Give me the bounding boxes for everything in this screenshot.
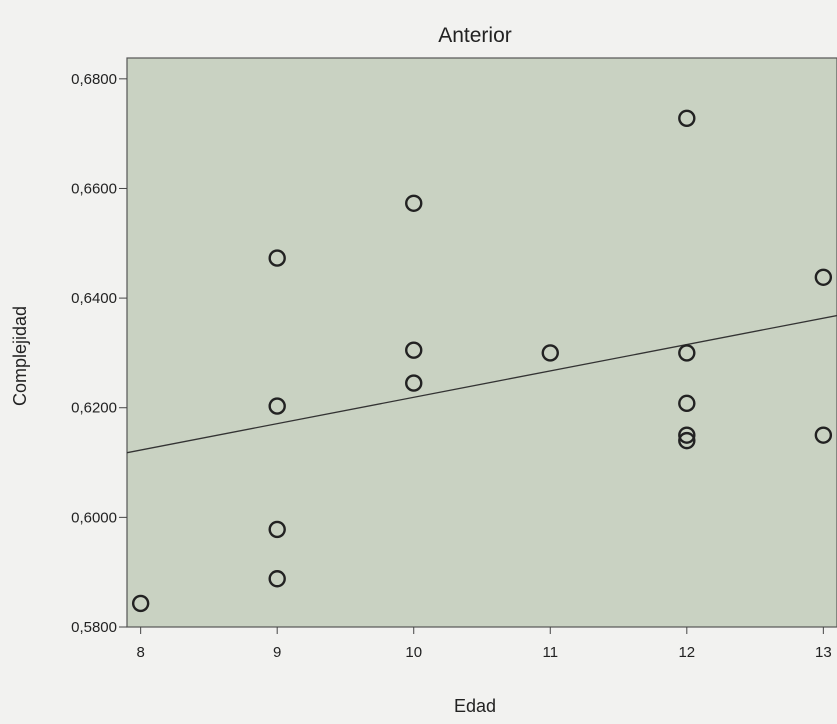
data-point [678, 426, 696, 444]
x-tick-label: 12 [678, 644, 695, 661]
data-point [405, 374, 423, 392]
data-point [405, 341, 423, 359]
x-tick-label: 13 [815, 644, 832, 661]
data-point [268, 397, 286, 415]
data-point [268, 520, 286, 539]
data-point [541, 344, 559, 362]
data-point [268, 249, 286, 267]
data-point [268, 570, 286, 588]
data-point [678, 344, 696, 362]
data-point [814, 426, 833, 444]
y-tick-label: 0,6200 [71, 400, 117, 417]
data-point [405, 194, 423, 212]
x-axis-label: Edad [454, 696, 496, 716]
data-point [678, 109, 696, 127]
y-tick-label: 0,6000 [71, 509, 117, 526]
y-tick-label: 0,5800 [71, 619, 117, 636]
data-point [678, 431, 696, 450]
fit-line [126, 314, 837, 454]
y-axis-label: Complejidad [10, 306, 30, 406]
x-tick-label: 10 [405, 644, 422, 661]
data-point [678, 394, 696, 413]
x-tick-label: 9 [273, 644, 281, 661]
x-tick-label: 8 [136, 644, 144, 661]
plot-area [126, 57, 837, 628]
data-point [814, 268, 833, 286]
chart-title: Anterior [438, 24, 512, 47]
y-tick-label: 0,6400 [71, 290, 117, 307]
x-tick-label: 11 [542, 644, 558, 661]
y-tick-label: 0,6600 [71, 180, 117, 197]
y-tick-label: 0,6800 [71, 71, 117, 88]
data-point [131, 594, 150, 613]
